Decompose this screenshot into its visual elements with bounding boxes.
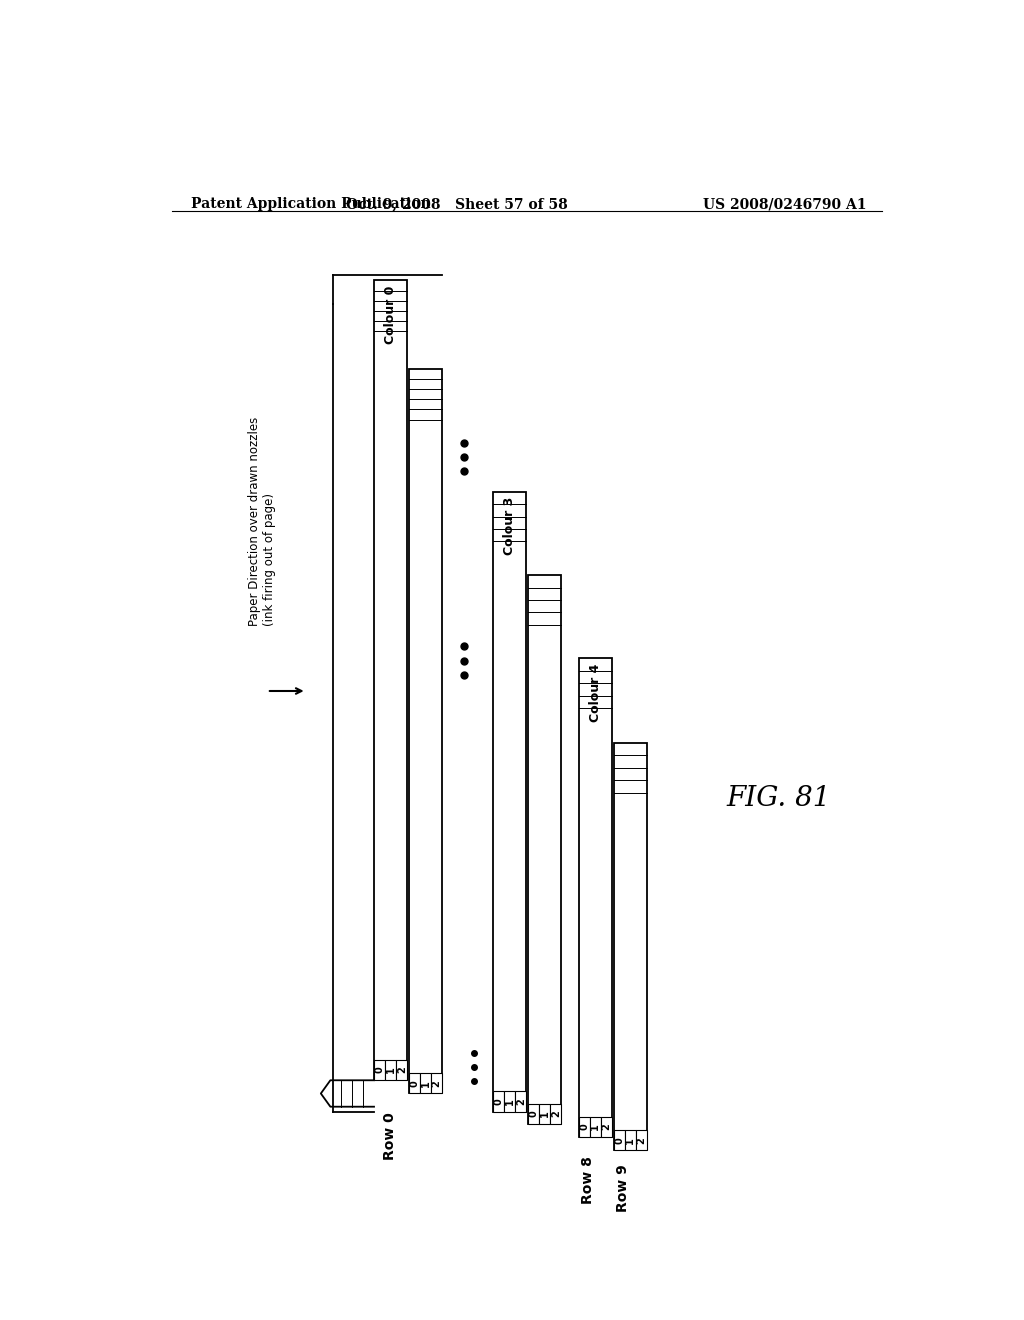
- Bar: [613, 743, 647, 1151]
- Text: 0: 0: [375, 1067, 385, 1073]
- Text: US 2008/0246790 A1: US 2008/0246790 A1: [702, 197, 866, 211]
- Text: 0: 0: [410, 1080, 420, 1086]
- Text: 0: 0: [528, 1110, 539, 1117]
- Text: 0: 0: [494, 1098, 504, 1105]
- Text: 2: 2: [551, 1110, 561, 1117]
- Text: 0: 0: [614, 1137, 625, 1143]
- Bar: [625, 1130, 636, 1151]
- Bar: [374, 1060, 385, 1080]
- Text: Row 8: Row 8: [582, 1156, 595, 1204]
- Text: 1: 1: [540, 1110, 550, 1117]
- Text: 1: 1: [626, 1137, 635, 1143]
- Bar: [515, 1092, 526, 1111]
- Bar: [494, 1092, 504, 1111]
- Text: 2: 2: [601, 1123, 611, 1130]
- Bar: [590, 1117, 601, 1138]
- Bar: [396, 1060, 408, 1080]
- Bar: [494, 492, 526, 1111]
- Bar: [409, 1073, 420, 1093]
- Text: 1: 1: [591, 1123, 600, 1130]
- Text: Colour 4: Colour 4: [589, 664, 602, 722]
- Bar: [636, 1130, 647, 1151]
- Text: 0: 0: [580, 1123, 590, 1130]
- Text: Oct. 9, 2008   Sheet 57 of 58: Oct. 9, 2008 Sheet 57 of 58: [346, 197, 568, 211]
- Text: Colour 3: Colour 3: [503, 496, 516, 556]
- Text: Row 9: Row 9: [616, 1164, 630, 1212]
- Bar: [409, 368, 442, 1093]
- Bar: [385, 1060, 396, 1080]
- Text: 2: 2: [637, 1137, 646, 1143]
- Text: 1: 1: [386, 1067, 395, 1073]
- Text: (ink firing out of page): (ink firing out of page): [263, 492, 275, 626]
- Bar: [550, 1104, 561, 1125]
- Bar: [528, 1104, 539, 1125]
- Bar: [420, 1073, 431, 1093]
- Text: 2: 2: [396, 1067, 407, 1073]
- Text: Colour 0: Colour 0: [384, 285, 397, 343]
- Text: 2: 2: [432, 1080, 441, 1086]
- Text: Paper Direction over drawn nozzles: Paper Direction over drawn nozzles: [249, 417, 261, 626]
- Text: 1: 1: [505, 1098, 515, 1105]
- Bar: [431, 1073, 442, 1093]
- Bar: [579, 659, 612, 1138]
- Text: 1: 1: [421, 1080, 431, 1086]
- Text: Row 0: Row 0: [383, 1111, 397, 1159]
- Bar: [504, 1092, 515, 1111]
- Text: Patent Application Publication: Patent Application Publication: [191, 197, 431, 211]
- Bar: [374, 280, 408, 1080]
- Bar: [601, 1117, 612, 1138]
- Text: FIG. 81: FIG. 81: [727, 785, 830, 812]
- Text: 2: 2: [516, 1098, 526, 1105]
- Bar: [539, 1104, 550, 1125]
- Bar: [579, 1117, 590, 1138]
- Bar: [528, 576, 561, 1125]
- Bar: [613, 1130, 625, 1151]
